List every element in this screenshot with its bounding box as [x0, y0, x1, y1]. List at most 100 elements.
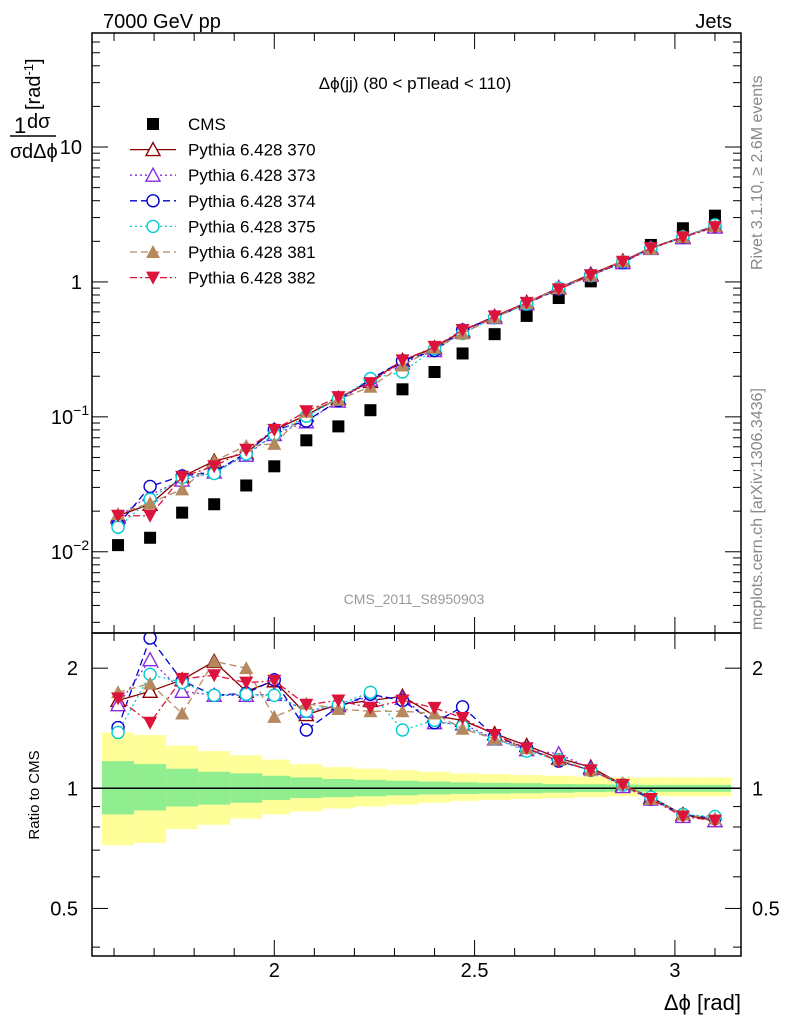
ratio-series-line [117, 674, 716, 822]
ratio-data-point [519, 742, 534, 756]
plot-title: Δϕ(jj) (80 < pTlead < 110) [319, 74, 512, 93]
ratio-data-point [583, 764, 598, 778]
data-point [643, 242, 658, 256]
data-point [208, 498, 221, 511]
ratio-data-point [395, 704, 410, 718]
ratio-data-point [267, 709, 282, 723]
data-point [207, 460, 222, 474]
data-point [267, 423, 282, 437]
data-point [363, 377, 378, 391]
y-tick-label: 10 [60, 137, 82, 159]
data-point [428, 366, 441, 379]
ratio-data-point [363, 685, 378, 700]
ratio-data-point [239, 661, 254, 675]
ratio-data-point [363, 701, 378, 715]
green-band-bin [134, 764, 167, 811]
data-point [332, 420, 345, 433]
y-title-fraction-top: 1 [14, 113, 26, 138]
data-point [395, 354, 410, 368]
ratio-y-tick-label-right: 2 [752, 658, 763, 680]
main-y-axis-title: 1 dσ σ dΔϕ [rad-1] [10, 58, 58, 163]
ratio-data-point [395, 723, 410, 737]
ratio-data-point [395, 694, 410, 708]
ratio-data-point [141, 682, 159, 699]
series-line [117, 225, 716, 515]
ratio-data-point [207, 669, 222, 683]
side-label-mcplots: mcplots.cern.ch [arXiv:1306.3436] [749, 388, 766, 630]
ratio-data-point [455, 712, 470, 726]
data-point [551, 283, 566, 297]
data-point [143, 495, 158, 509]
ratio-data-point [239, 676, 254, 690]
data-point [427, 340, 442, 354]
main-axis-ticks [92, 32, 741, 633]
ratio-data-point [207, 654, 222, 668]
ratio-plot-frame [91, 632, 742, 957]
ratio-data-point [455, 700, 470, 714]
data-point [175, 482, 190, 496]
y-title-unit: [rad-1] [21, 58, 45, 110]
data-point [331, 391, 346, 405]
data-point [707, 221, 722, 235]
data-point [240, 479, 253, 492]
ratio-data-point [143, 633, 157, 645]
legend-marker [144, 166, 162, 182]
ratio-data-point [487, 729, 502, 743]
data-point [675, 231, 690, 245]
data-point [396, 383, 409, 396]
ratio-data-point [267, 674, 282, 688]
legend-label: Pythia 6.428 375 [188, 217, 316, 236]
legend-marker [144, 141, 162, 157]
legend-marker [146, 219, 160, 234]
legend: CMS Pythia 6.428 370 Pythia 6.428 373 Pythi… [130, 115, 316, 288]
data-point [144, 531, 157, 544]
legend-marker [146, 194, 160, 208]
header-left-text: 7000 GeV pp [103, 11, 221, 33]
legend-marker [146, 245, 160, 258]
ratio-axis-ticks [92, 633, 741, 956]
x-tick-label: 2 [269, 960, 280, 982]
ratio-data-point [141, 651, 159, 667]
legend-label: CMS [188, 115, 226, 134]
analysis-watermark: CMS_2011_S8950903 [344, 591, 485, 607]
legend-label: Pythia 6.428 373 [188, 166, 316, 185]
data-point [268, 460, 281, 473]
data-point [519, 296, 534, 310]
data-point [520, 309, 533, 322]
ratio-y-tick-label-left: 2 [67, 658, 78, 680]
y-tick-label: 10−2 [51, 537, 89, 564]
ratio-plot-panel: 0.5 0.5 1 1 2 2 Ratio to CMS [26, 632, 780, 957]
data-point [111, 509, 126, 523]
main-series-layer [109, 209, 724, 552]
ratio-data-point [643, 793, 658, 807]
ratio-data-point [427, 701, 442, 715]
data-point [143, 509, 158, 523]
main-y-tick-labels: 10−2 10−1 1 10 [51, 137, 89, 564]
data-point [583, 269, 598, 283]
legend-marker [146, 271, 160, 285]
legend-label: Pythia 6.428 381 [188, 243, 316, 262]
data-point [175, 470, 190, 484]
ratio-uncertainty-bands [92, 732, 741, 846]
data-point [615, 255, 630, 269]
data-point [300, 434, 313, 447]
ratio-y-tick-label-left: 1 [67, 778, 78, 800]
ratio-data-point [299, 723, 314, 737]
ratio-data-point [267, 688, 281, 703]
data-point [455, 324, 470, 338]
data-point [267, 436, 282, 450]
data-point [143, 479, 157, 494]
y-tick-label: 1 [71, 272, 82, 294]
header-right-text: Jets [695, 11, 732, 33]
ratio-data-point [675, 810, 690, 824]
ratio-y-tick-labels: 0.5 0.5 1 1 2 2 [50, 658, 780, 920]
data-point [487, 310, 502, 324]
ratio-data-point [143, 676, 158, 690]
data-point [456, 347, 469, 360]
legend-label: Pythia 6.428 374 [188, 192, 316, 211]
ratio-data-point [173, 682, 191, 699]
ratio-data-point [111, 692, 126, 706]
ratio-data-point [207, 688, 221, 703]
x-tick-label: 2.5 [461, 960, 489, 982]
